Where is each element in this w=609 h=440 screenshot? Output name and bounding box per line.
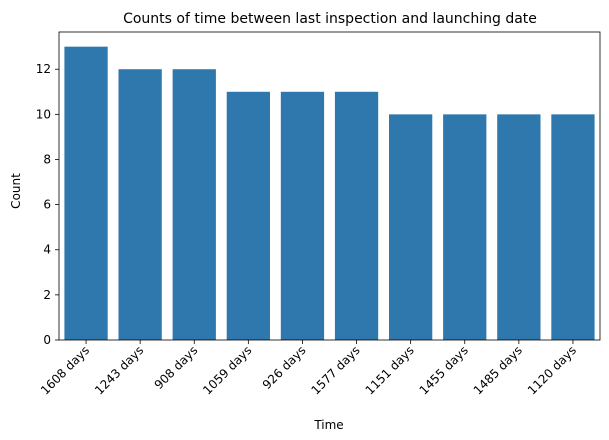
x-axis-label: Time <box>313 418 343 432</box>
y-axis: 0 2 4 6 8 10 12 <box>36 62 59 347</box>
bar <box>497 114 541 340</box>
y-tick-label: 2 <box>43 288 51 302</box>
y-tick-label: 0 <box>43 333 51 347</box>
y-tick-label: 8 <box>43 152 51 166</box>
y-tick-label: 12 <box>36 62 51 76</box>
bar <box>334 91 379 341</box>
bar <box>389 114 433 340</box>
chart-title: Counts of time between last inspection a… <box>123 11 537 27</box>
axes-spines <box>58 31 601 341</box>
bar <box>226 91 270 341</box>
bar <box>443 114 487 340</box>
bar <box>172 69 216 340</box>
y-tick-label: 6 <box>43 198 51 212</box>
y-axis-label: Count <box>9 173 23 209</box>
bars-group <box>64 46 595 341</box>
bar <box>64 46 108 341</box>
bar <box>118 69 162 340</box>
y-tick-label: 10 <box>36 107 51 121</box>
plot-frame <box>58 31 601 341</box>
y-tick-label: 4 <box>43 243 51 257</box>
bar <box>280 91 325 341</box>
bar <box>551 114 595 340</box>
